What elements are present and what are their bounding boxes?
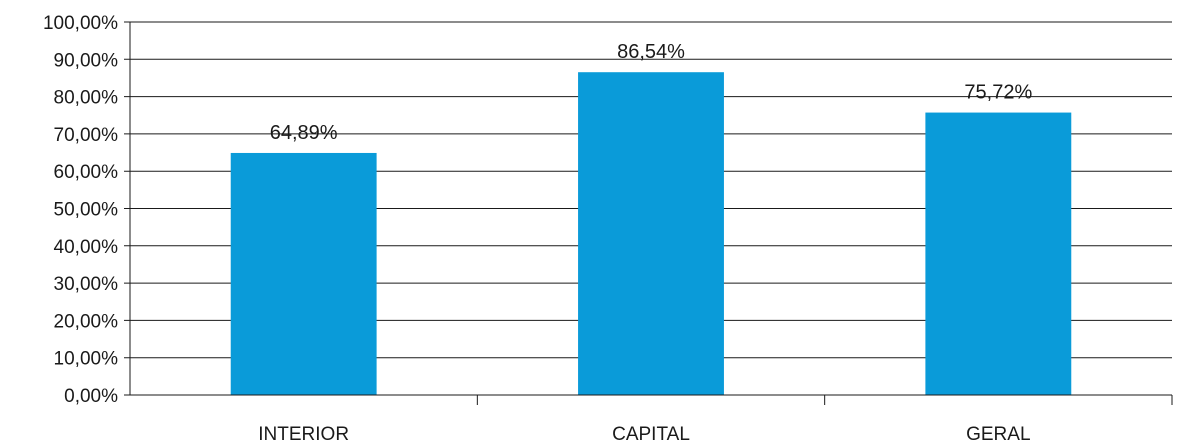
category-label: INTERIOR bbox=[258, 424, 349, 445]
y-tick-label: 80,00% bbox=[54, 88, 119, 109]
bar-interior bbox=[230, 152, 377, 395]
category-labels: INTERIOR CAPITAL GERAL bbox=[258, 424, 1030, 445]
bar-geral bbox=[925, 112, 1072, 396]
data-label: 64,89% bbox=[270, 122, 338, 144]
y-tick-label: 70,00% bbox=[54, 125, 119, 146]
data-labels: 64,89% 86,54% 75,72% bbox=[270, 41, 1033, 144]
y-tick-label: 60,00% bbox=[54, 162, 119, 183]
y-tick-label: 90,00% bbox=[54, 50, 119, 71]
data-label: 75,72% bbox=[964, 82, 1032, 104]
y-tick-labels: 0,00% 10,00% 20,00% 30,00% 40,00% 50,00% 60,00… bbox=[43, 13, 118, 407]
data-label: 86,54% bbox=[617, 41, 685, 63]
y-tick-label: 40,00% bbox=[54, 237, 119, 258]
bar-capital bbox=[578, 72, 724, 395]
category-label: GERAL bbox=[966, 424, 1030, 445]
y-tick-label: 30,00% bbox=[54, 274, 119, 295]
y-tick-label: 100,00% bbox=[43, 13, 118, 34]
category-label: CAPITAL bbox=[612, 424, 690, 445]
y-tick-label: 10,00% bbox=[54, 349, 119, 370]
y-tick-label: 50,00% bbox=[54, 200, 119, 221]
axes bbox=[124, 22, 1173, 405]
y-tick-label: 20,00% bbox=[54, 311, 119, 332]
y-tick-label: 0,00% bbox=[64, 386, 118, 407]
bars bbox=[230, 72, 1072, 396]
